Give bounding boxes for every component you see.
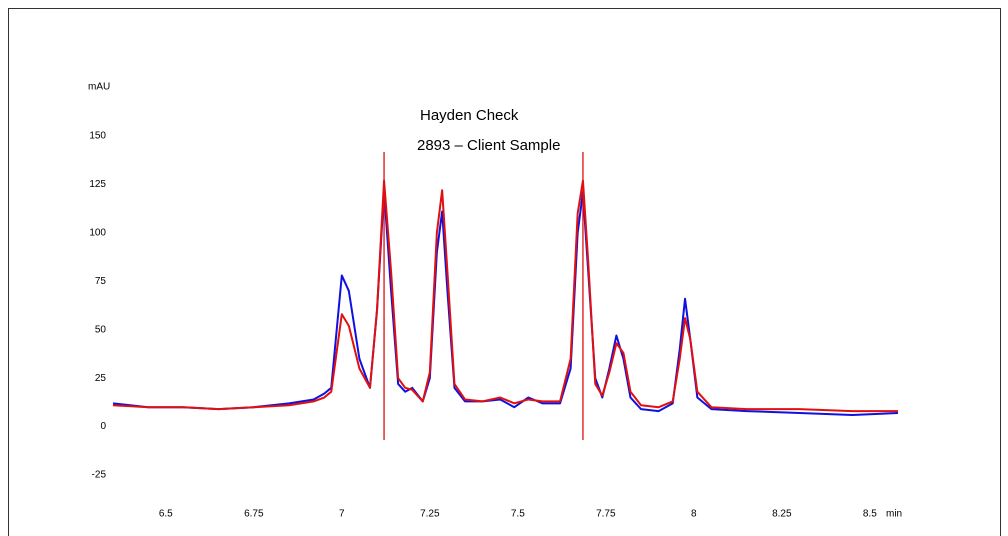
x-tick-label: 8.25 bbox=[772, 509, 792, 520]
x-tick-label: 7.75 bbox=[596, 509, 616, 520]
x-tick-label: 7.5 bbox=[511, 509, 525, 520]
series-line bbox=[112, 189, 899, 416]
y-tick-label: -25 bbox=[92, 470, 107, 481]
legend-entry: Hayden Check bbox=[420, 107, 519, 124]
series-line bbox=[112, 179, 898, 413]
y-tick-label: 75 bbox=[95, 276, 107, 287]
y-tick-label: 25 bbox=[95, 373, 107, 384]
x-tick-label: 6.5 bbox=[159, 509, 173, 520]
legend-entry: 2893 – Client Sample bbox=[417, 137, 560, 154]
x-axis-label: min bbox=[886, 509, 902, 520]
y-tick-label: 50 bbox=[95, 324, 107, 335]
y-tick-label: 125 bbox=[89, 179, 106, 190]
y-tick-label: 150 bbox=[89, 131, 106, 142]
frame bbox=[8, 8, 1001, 536]
y-tick-label: 0 bbox=[100, 421, 106, 432]
x-tick-label: 8.5 bbox=[863, 509, 877, 520]
y-axis-label: mAU bbox=[88, 82, 110, 93]
x-tick-label: 8 bbox=[691, 509, 697, 520]
x-tick-label: 7.25 bbox=[420, 509, 440, 520]
x-tick-label: 7 bbox=[339, 509, 345, 520]
x-tick-label: 6.75 bbox=[244, 509, 264, 520]
y-tick-label: 100 bbox=[89, 227, 106, 238]
